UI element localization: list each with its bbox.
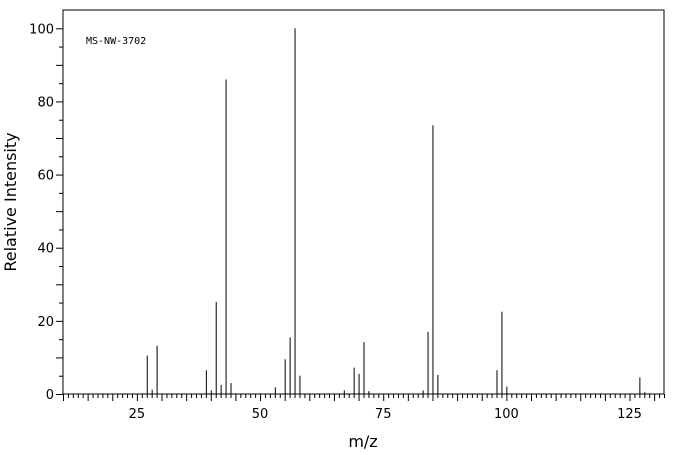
x-tick-label-25: 25 bbox=[129, 407, 146, 422]
y-tick-label-20: 20 bbox=[37, 315, 54, 330]
plot-frame bbox=[62, 9, 665, 395]
x-axis-title: m/z bbox=[348, 432, 377, 451]
x-tick-label-50: 50 bbox=[252, 407, 269, 422]
y-tick-label-60: 60 bbox=[37, 169, 54, 184]
x-tick-label-125: 125 bbox=[617, 407, 642, 422]
y-tick-label-80: 80 bbox=[37, 95, 54, 110]
y-axis-title: Relative Intensity bbox=[1, 132, 20, 271]
x-tick-label-75: 75 bbox=[375, 407, 392, 422]
spectrum-id-annotation: MS-NW-3702 bbox=[86, 36, 146, 47]
x-tick-label-100: 100 bbox=[494, 407, 519, 422]
y-tick-label-0: 0 bbox=[46, 388, 54, 403]
y-tick-label-100: 100 bbox=[29, 22, 54, 37]
y-axis-ticks: 0 20 40 60 80 100 bbox=[29, 22, 63, 403]
y-tick-label-40: 40 bbox=[37, 242, 54, 257]
peaks-layer bbox=[146, 28, 646, 394]
x-axis-ticks: 25 50 75 100 125 bbox=[63, 394, 665, 422]
